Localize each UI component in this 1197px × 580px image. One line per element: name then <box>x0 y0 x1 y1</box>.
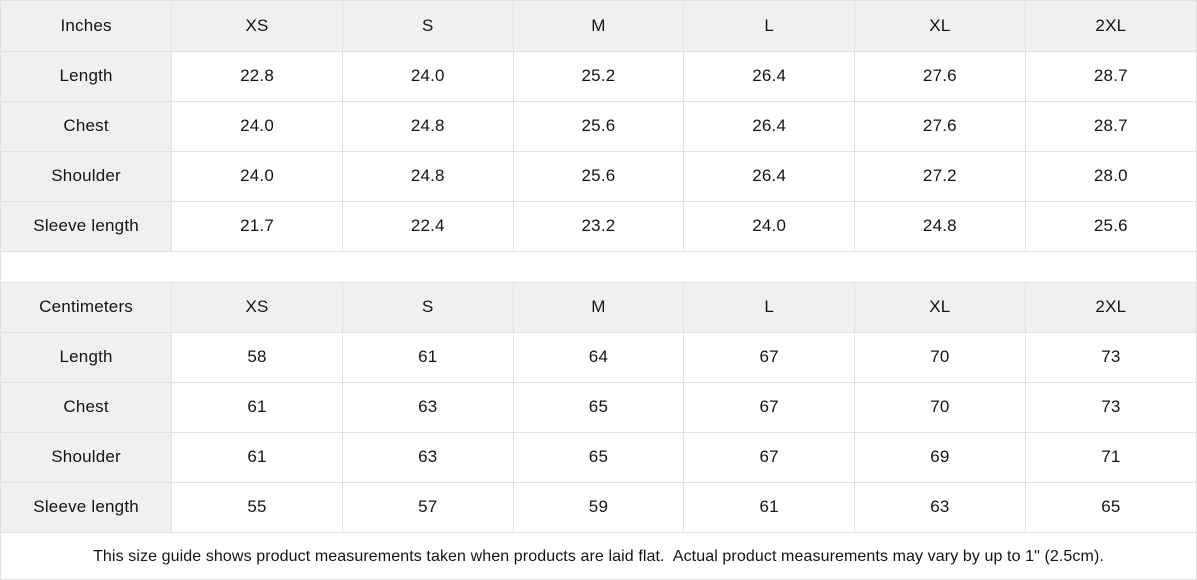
measurement-value-cell: 73 <box>1024 331 1196 383</box>
measurement-value-cell: 70 <box>854 331 1026 383</box>
measurement-value-cell: 71 <box>1024 431 1196 483</box>
measurement-value-cell: 24.8 <box>341 100 514 152</box>
size-column-header-xl: XL <box>854 1 1026 52</box>
measurement-value-cell: 63 <box>341 431 514 483</box>
measurement-value-cell: 73 <box>1024 381 1196 433</box>
measurement-value-cell: 26.4 <box>683 100 856 152</box>
size-column-header-2xl: 2XL <box>1024 281 1196 333</box>
measurement-value-cell: 70 <box>854 381 1026 433</box>
measurement-value-cell: 22.8 <box>171 50 343 102</box>
size-guide-footnote: This size guide shows product measuremen… <box>1 532 1196 579</box>
measurement-row-label: Sleeve length <box>1 481 173 533</box>
inches-table: Inches XS S M L XL 2XL Length 22.8 24.0 … <box>1 1 1196 252</box>
measurement-value-cell: 58 <box>171 331 343 383</box>
measurement-value-cell: 24.0 <box>341 50 514 102</box>
size-column-header-xs: XS <box>171 1 343 52</box>
measurement-value-cell: 24.8 <box>341 150 514 202</box>
header-row: Centimeters XS S M L XL 2XL <box>1 281 1196 333</box>
measurement-value-cell: 65 <box>1024 481 1196 533</box>
measurement-row-label: Chest <box>1 381 173 433</box>
measurement-value-cell: 69 <box>854 431 1026 483</box>
measurement-value-cell: 28.0 <box>1024 150 1196 202</box>
measurement-value-cell: 24.0 <box>171 150 343 202</box>
measurement-row-label: Shoulder <box>1 150 173 202</box>
header-row: Inches XS S M L XL 2XL <box>1 1 1196 52</box>
size-column-header-xs: XS <box>171 281 343 333</box>
measurement-value-cell: 65 <box>512 431 685 483</box>
measurement-value-cell: 27.6 <box>854 100 1026 152</box>
measurement-value-cell: 25.6 <box>1024 200 1196 252</box>
measurement-value-cell: 27.2 <box>854 150 1026 202</box>
size-column-header-l: L <box>683 281 856 333</box>
measurement-value-cell: 64 <box>512 331 685 383</box>
measurement-value-cell: 26.4 <box>683 150 856 202</box>
table-row: Chest 61 63 65 67 70 73 <box>1 381 1196 433</box>
table-row: Shoulder 24.0 24.8 25.6 26.4 27.2 28.0 <box>1 150 1196 202</box>
measurement-value-cell: 24.0 <box>171 100 343 152</box>
measurement-row-label: Length <box>1 331 173 383</box>
table-section-divider <box>1 251 1196 282</box>
centimeters-table: Centimeters XS S M L XL 2XL Length 58 61… <box>1 281 1196 533</box>
measurement-value-cell: 67 <box>683 331 856 383</box>
measurement-value-cell: 24.0 <box>683 200 856 252</box>
measurement-value-cell: 59 <box>512 481 685 533</box>
measurement-value-cell: 61 <box>341 331 514 383</box>
measurement-value-cell: 61 <box>683 481 856 533</box>
measurement-row-label: Sleeve length <box>1 200 173 252</box>
measurement-value-cell: 61 <box>171 381 343 433</box>
measurement-value-cell: 67 <box>683 431 856 483</box>
measurement-value-cell: 57 <box>341 481 514 533</box>
size-column-header-s: S <box>341 1 514 52</box>
size-column-header-2xl: 2XL <box>1024 1 1196 52</box>
measurement-value-cell: 24.8 <box>854 200 1026 252</box>
measurement-value-cell: 67 <box>683 381 856 433</box>
size-column-header-xl: XL <box>854 281 1026 333</box>
measurement-row-label: Length <box>1 50 173 102</box>
measurement-value-cell: 28.7 <box>1024 50 1196 102</box>
measurement-value-cell: 55 <box>171 481 343 533</box>
measurement-row-label: Shoulder <box>1 431 173 483</box>
table-row: Sleeve length 21.7 22.4 23.2 24.0 24.8 2… <box>1 200 1196 252</box>
size-column-header-m: M <box>512 281 685 333</box>
size-column-header-s: S <box>341 281 514 333</box>
table-row: Chest 24.0 24.8 25.6 26.4 27.6 28.7 <box>1 100 1196 152</box>
measurement-value-cell: 27.6 <box>854 50 1026 102</box>
measurement-value-cell: 25.6 <box>512 100 685 152</box>
measurement-value-cell: 63 <box>854 481 1026 533</box>
size-column-header-l: L <box>683 1 856 52</box>
measurement-value-cell: 61 <box>171 431 343 483</box>
size-column-header-m: M <box>512 1 685 52</box>
measurement-value-cell: 63 <box>341 381 514 433</box>
measurement-value-cell: 22.4 <box>341 200 514 252</box>
unit-header: Inches <box>1 1 173 52</box>
measurement-value-cell: 65 <box>512 381 685 433</box>
table-row: Sleeve length 55 57 59 61 63 65 <box>1 481 1196 533</box>
table-row: Length 58 61 64 67 70 73 <box>1 331 1196 383</box>
measurement-value-cell: 25.2 <box>512 50 685 102</box>
measurement-value-cell: 25.6 <box>512 150 685 202</box>
unit-header: Centimeters <box>1 281 173 333</box>
measurement-value-cell: 28.7 <box>1024 100 1196 152</box>
table-row: Length 22.8 24.0 25.2 26.4 27.6 28.7 <box>1 50 1196 102</box>
measurement-row-label: Chest <box>1 100 173 152</box>
table-row: Shoulder 61 63 65 67 69 71 <box>1 431 1196 483</box>
measurement-value-cell: 26.4 <box>683 50 856 102</box>
measurement-value-cell: 21.7 <box>171 200 343 252</box>
measurement-value-cell: 23.2 <box>512 200 685 252</box>
